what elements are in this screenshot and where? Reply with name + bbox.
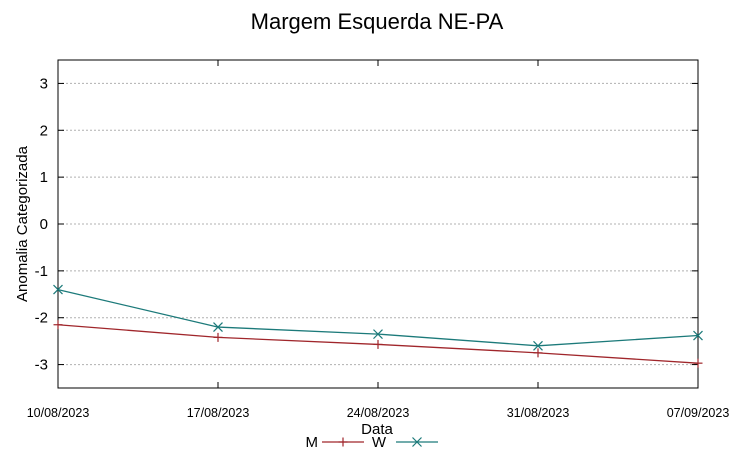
- data-point: [533, 348, 543, 358]
- marker-cross: [693, 330, 703, 341]
- legend-entry-m: M: [306, 434, 364, 451]
- marker-cross: [533, 340, 543, 351]
- data-point: [213, 332, 223, 342]
- y-tick-label: -3: [35, 357, 48, 374]
- series-group: [53, 284, 703, 368]
- x-tick-label: 24/08/2023: [347, 406, 410, 420]
- y-tick-label: -2: [35, 310, 48, 327]
- data-point: [533, 340, 543, 351]
- data-point: [373, 339, 383, 349]
- series-w: [53, 284, 703, 351]
- legend-label: W: [372, 434, 387, 451]
- legend-label: M: [306, 434, 319, 451]
- x-tick-label: 17/08/2023: [187, 406, 250, 420]
- data-point: [213, 322, 223, 333]
- x-tick-label: 10/08/2023: [27, 406, 90, 420]
- y-tick-label: 3: [40, 75, 48, 92]
- grid: [58, 82, 698, 366]
- x-axis: 10/08/2023 17/08/2023 24/08/2023 31/08/2023…: [27, 60, 730, 420]
- y-tick-label: 1: [40, 169, 48, 186]
- data-point: [53, 284, 63, 295]
- x-tick-label: 07/09/2023: [667, 406, 730, 420]
- data-point: [373, 329, 383, 340]
- marker-cross: [53, 284, 63, 295]
- y-axis-label: Anomalia Categorizada: [14, 145, 31, 302]
- y-tick-label: 2: [40, 122, 48, 139]
- marker-cross: [213, 322, 223, 333]
- chart-title: Margem Esquerda NE-PA: [251, 9, 504, 34]
- x-axis-label: Data: [361, 421, 393, 438]
- legend-entry-w: W: [372, 434, 438, 451]
- data-point: [53, 320, 63, 330]
- data-point: [693, 330, 703, 341]
- data-point: [693, 358, 703, 368]
- series-m: [53, 320, 703, 368]
- marker-cross: [373, 329, 383, 340]
- y-tick-label: -1: [35, 263, 48, 280]
- x-tick-label: 31/08/2023: [507, 406, 570, 420]
- y-axis: -3 -2 -1 0 1 2 3: [35, 75, 698, 374]
- marker-cross: [412, 437, 422, 447]
- y-tick-label: 0: [40, 216, 48, 233]
